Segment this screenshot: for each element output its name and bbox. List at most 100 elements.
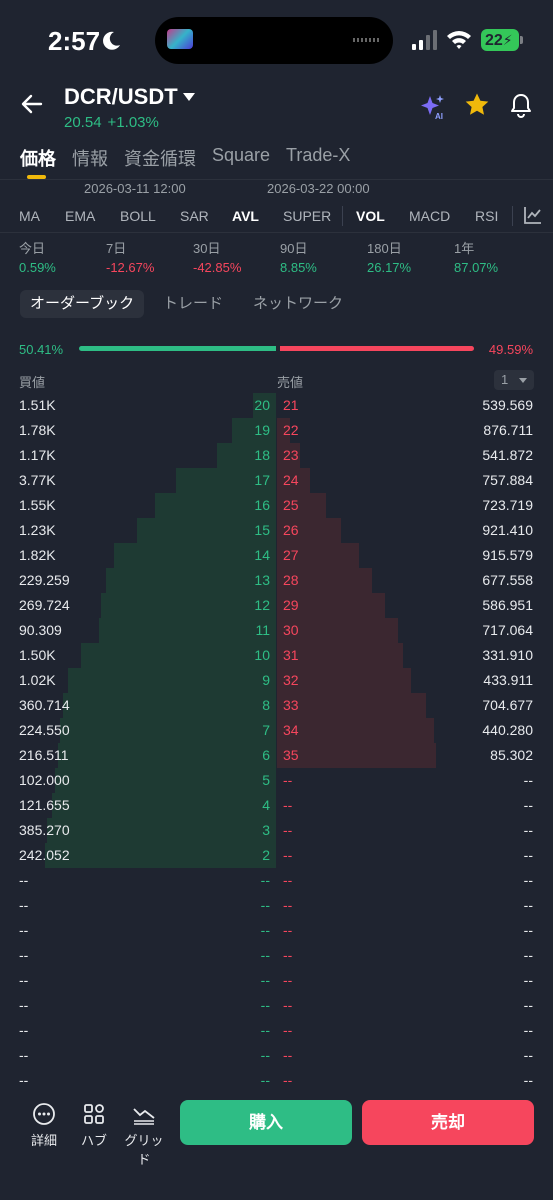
ask-quantity: --	[523, 1072, 533, 1088]
bid-level: 6	[262, 747, 270, 763]
order-book-row[interactable]: 1.23K 15 26 921.410	[0, 518, 553, 543]
bell-icon[interactable]	[509, 92, 533, 118]
bid-level: 20	[254, 397, 270, 413]
divider	[0, 232, 553, 233]
bid-quantity: --	[19, 972, 29, 988]
sell-button[interactable]: 売却	[362, 1100, 534, 1145]
ask-level: --	[283, 1047, 293, 1063]
subtab-trades[interactable]: トレード	[163, 295, 224, 312]
ask-level: 33	[283, 697, 299, 713]
indicator-ma[interactable]: MA	[19, 208, 40, 224]
back-arrow-icon[interactable]	[20, 92, 44, 116]
period-1y: 1年 87.07%	[454, 238, 498, 275]
order-book-row[interactable]: -- -- -- --	[0, 993, 553, 1018]
moon-icon	[103, 31, 120, 50]
tab-square[interactable]: Square	[212, 145, 271, 165]
bid-depth-bar	[45, 843, 276, 868]
order-book-row[interactable]: 242.052 2 -- --	[0, 843, 553, 868]
ask-depth-bar	[277, 693, 426, 718]
bid-quantity: 1.82K	[19, 547, 56, 563]
ask-level: --	[283, 922, 293, 938]
hub-button[interactable]: ハブ	[69, 1102, 119, 1149]
bid-quantity: 216.511	[19, 747, 69, 763]
order-book-row[interactable]: 360.714 8 33 704.677	[0, 693, 553, 718]
order-book-row[interactable]: 121.655 4 -- --	[0, 793, 553, 818]
hub-grid-icon	[84, 1104, 104, 1124]
indicator-macd[interactable]: MACD	[409, 208, 451, 224]
buy-button[interactable]: 購入	[180, 1100, 352, 1145]
indicator-super[interactable]: SUPER	[283, 208, 332, 224]
order-book-row[interactable]: 1.51K 20 21 539.569	[0, 393, 553, 418]
indicator-sar[interactable]: SAR	[180, 208, 209, 224]
main-tabs: 価格 情報 資金循環 Square Trade-X	[20, 145, 350, 171]
bid-depth-bar	[52, 793, 276, 818]
tab-info[interactable]: 情報	[72, 149, 108, 169]
indicator-rsi[interactable]: RSI	[475, 208, 499, 224]
bid-quantity: 269.724	[19, 597, 70, 613]
bid-quantity: --	[19, 872, 29, 888]
order-book-row[interactable]: 269.724 12 29 586.951	[0, 593, 553, 618]
bid-level: --	[260, 897, 270, 913]
order-book-row[interactable]: 1.02K 9 32 433.911	[0, 668, 553, 693]
tab-trade-x[interactable]: Trade-X	[286, 145, 351, 165]
order-book-row[interactable]: -- -- -- --	[0, 918, 553, 943]
ask-quantity: 723.719	[482, 497, 533, 513]
order-book-row[interactable]: -- -- -- --	[0, 1043, 553, 1068]
order-book-row[interactable]: 224.550 7 34 440.280	[0, 718, 553, 743]
order-book-row[interactable]: 1.78K 19 22 876.711	[0, 418, 553, 443]
details-button[interactable]: 詳細	[19, 1102, 69, 1149]
battery-indicator: 22⚡	[481, 29, 519, 51]
order-book-row[interactable]: 3.77K 17 24 757.884	[0, 468, 553, 493]
ai-sparkle-icon[interactable]: AI	[420, 94, 446, 120]
clock: 2:57	[48, 26, 101, 56]
bid-level: 11	[255, 622, 270, 638]
indicator-vol[interactable]: VOL	[356, 208, 385, 224]
order-book-row[interactable]: -- -- -- --	[0, 1018, 553, 1043]
order-book-row[interactable]: 385.270 3 -- --	[0, 818, 553, 843]
ask-level: --	[283, 1022, 293, 1038]
battery-level: 22	[485, 32, 503, 49]
order-book-row[interactable]: 1.50K 10 31 331.910	[0, 643, 553, 668]
order-book-row[interactable]: -- -- -- --	[0, 1068, 553, 1093]
order-book-row[interactable]: 229.259 13 28 677.558	[0, 568, 553, 593]
indicator-ema[interactable]: EMA	[65, 208, 96, 224]
order-book-row[interactable]: 1.55K 16 25 723.719	[0, 493, 553, 518]
caret-down-icon[interactable]	[182, 92, 196, 102]
chart-settings-icon[interactable]	[524, 206, 542, 224]
depth-precision-select[interactable]: 1	[494, 370, 534, 390]
bid-depth-bar	[58, 743, 276, 768]
ask-depth-bar	[277, 618, 398, 643]
indicator-avl[interactable]: AVL	[232, 208, 259, 224]
grid-bot-button[interactable]: グリッド	[119, 1102, 169, 1168]
status-bar: 2:57 22⚡	[0, 0, 553, 80]
order-book-row[interactable]: 102.000 5 -- --	[0, 768, 553, 793]
ask-level: --	[283, 947, 293, 963]
subtab-network[interactable]: ネットワーク	[253, 295, 344, 312]
period-label: 180日	[367, 241, 402, 256]
bid-level: 5	[262, 772, 270, 788]
order-book-row[interactable]: -- -- -- --	[0, 943, 553, 968]
order-book-row[interactable]: -- -- -- --	[0, 893, 553, 918]
favorite-star-icon[interactable]	[464, 92, 490, 118]
order-book-row[interactable]: 1.17K 18 23 541.872	[0, 443, 553, 468]
tab-fund-flow[interactable]: 資金循環	[124, 149, 196, 169]
order-book-row[interactable]: 1.82K 14 27 915.579	[0, 543, 553, 568]
subtab-order-book[interactable]: オーダーブック	[20, 290, 145, 318]
chart-axis-line	[0, 179, 553, 180]
pair-selector[interactable]: DCR/USDT	[64, 84, 178, 109]
tab-price[interactable]: 価格	[20, 149, 56, 169]
indicator-boll[interactable]: BOLL	[120, 208, 156, 224]
order-book-row[interactable]: -- -- -- --	[0, 968, 553, 993]
order-book-row[interactable]: 90.309 11 30 717.064	[0, 618, 553, 643]
order-book-row[interactable]: -- -- -- --	[0, 868, 553, 893]
period-today: 今日 0.59%	[19, 238, 56, 275]
period-label: 30日	[193, 241, 221, 256]
ask-quantity: 586.951	[482, 597, 533, 613]
period-value: 0.59%	[19, 260, 56, 275]
ask-level: --	[283, 847, 293, 863]
ask-quantity: --	[523, 772, 533, 788]
period-label: 1年	[454, 241, 475, 256]
ask-depth-bar	[277, 718, 434, 743]
order-book-row[interactable]: 216.511 6 35 85.302	[0, 743, 553, 768]
ask-level: --	[283, 772, 293, 788]
